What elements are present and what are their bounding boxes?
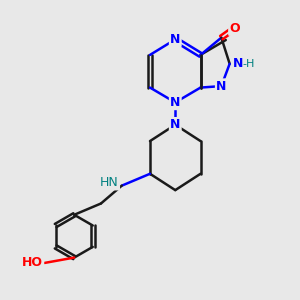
Text: N: N [170,118,181,131]
Text: N: N [170,96,181,109]
Text: -H: -H [242,59,254,69]
Text: HO: HO [22,256,43,269]
Text: O: O [230,22,240,34]
Text: N: N [232,57,243,70]
Text: HN: HN [100,176,119,189]
Text: N: N [170,33,181,46]
Text: N: N [216,80,226,93]
